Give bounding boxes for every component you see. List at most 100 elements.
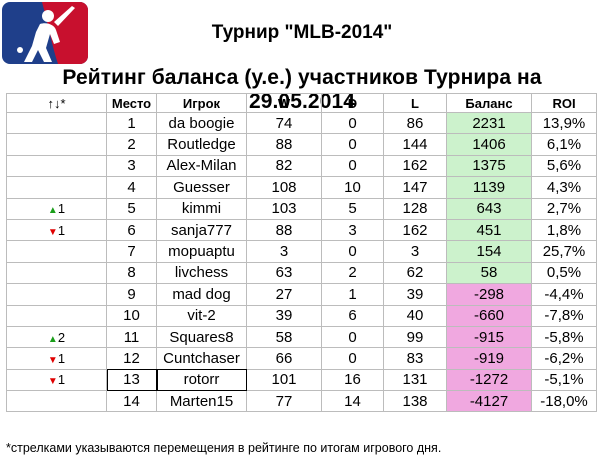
place-cell: 5 (106, 197, 157, 220)
player-cell: Routledge (156, 133, 247, 156)
balance-cell: 58 (446, 261, 532, 285)
losses-cell: 86 (383, 111, 447, 135)
roi-cell: -6,2% (531, 347, 597, 370)
draws-cell: 14 (321, 390, 384, 413)
draws-cell: 5 (321, 197, 384, 220)
movement-value: 1 (57, 222, 66, 238)
wins-cell: 66 (246, 347, 322, 370)
up-arrow-icon: ▲ (47, 205, 58, 217)
wins-cell: 3 (246, 240, 322, 263)
wins-cell: 27 (246, 283, 322, 306)
table-row: 9 mad dog 27 1 39 -298 -4,4% (6, 283, 597, 306)
place-cell: 13 (106, 368, 157, 392)
roi-cell: 6,1% (531, 133, 597, 156)
roi-cell: 2,7% (531, 197, 597, 220)
place-cell: 1 (106, 111, 157, 135)
down-arrow-icon: ▼ (47, 226, 58, 238)
wins-cell: 88 (246, 133, 322, 156)
draws-cell: 1 (321, 283, 384, 306)
wins-cell: 108 (246, 176, 322, 199)
movement-cell (6, 154, 107, 178)
roi-cell: 0,5% (531, 261, 597, 285)
movement-cell: ▼1 (6, 347, 107, 370)
column-header-w: W (246, 93, 322, 113)
movement-value: 1 (57, 201, 66, 217)
balance-cell: 2231 (446, 111, 532, 135)
player-cell: Cuntchaser (156, 347, 247, 370)
place-cell: 8 (106, 261, 157, 285)
place-cell: 12 (106, 347, 157, 370)
movement-cell: ▲1 (6, 197, 107, 220)
movement-cell (6, 390, 107, 413)
column-header-balance: Баланс (446, 93, 532, 113)
losses-cell: 39 (383, 283, 447, 306)
place-cell: 2 (106, 133, 157, 156)
roi-cell: -18,0% (531, 390, 597, 413)
balance-cell: -1272 (446, 368, 532, 392)
roi-cell: 13,9% (531, 111, 597, 135)
column-header-d: D (321, 93, 384, 113)
table-row: ▲1 5 kimmi 103 5 128 643 2,7% (6, 197, 597, 220)
player-cell: Alex-Milan (156, 154, 247, 178)
losses-cell: 162 (383, 154, 447, 178)
losses-cell: 40 (383, 304, 447, 327)
roi-cell: 4,3% (531, 176, 597, 199)
table-row: ▼1 12 Cuntchaser 66 0 83 -919 -6,2% (6, 347, 597, 370)
balance-cell: 643 (446, 197, 532, 220)
draws-cell: 10 (321, 176, 384, 199)
balance-cell: -915 (446, 325, 532, 349)
tournament-title: Турнир "MLB-2014" (211, 22, 393, 43)
movement-value: 1 (57, 372, 66, 388)
draws-cell: 6 (321, 304, 384, 327)
draws-cell: 2 (321, 261, 384, 285)
table-row: ▼1 6 sanja777 88 3 162 451 1,8% (6, 218, 597, 242)
place-cell: 11 (106, 325, 157, 349)
balance-cell: -4127 (446, 390, 532, 413)
movement-value: 2 (57, 329, 66, 345)
draws-cell: 0 (321, 325, 384, 349)
column-header-place: Место (106, 93, 157, 113)
movement-cell (6, 283, 107, 306)
player-cell: rotorr (156, 368, 247, 392)
roi-cell: 25,7% (531, 240, 597, 263)
losses-cell: 3 (383, 240, 447, 263)
wins-cell: 39 (246, 304, 322, 327)
draws-cell: 0 (321, 347, 384, 370)
player-cell: mopuaptu (156, 240, 247, 263)
table-row: 8 livchess 63 2 62 58 0,5% (6, 261, 597, 285)
player-cell: livchess (156, 261, 247, 285)
losses-cell: 147 (383, 176, 447, 199)
draws-cell: 0 (321, 154, 384, 178)
player-cell: Marten15 (156, 390, 247, 413)
losses-cell: 83 (383, 347, 447, 370)
column-header-player: Игрок (156, 93, 247, 113)
movement-cell (6, 261, 107, 285)
footnote: *стрелками указываются перемещения в рей… (6, 441, 442, 455)
column-header-l: L (383, 93, 447, 113)
movement-cell (6, 304, 107, 327)
movement-cell: ▼1 (6, 368, 107, 392)
movement-cell: ▲2 (6, 325, 107, 349)
wins-cell: 63 (246, 261, 322, 285)
balance-cell: -919 (446, 347, 532, 370)
balance-cell: 154 (446, 240, 532, 263)
place-cell: 10 (106, 304, 157, 327)
balance-cell: 1406 (446, 133, 532, 156)
down-arrow-icon: ▼ (47, 376, 58, 388)
table-row: 3 Alex-Milan 82 0 162 1375 5,6% (6, 154, 597, 178)
wins-cell: 74 (246, 111, 322, 135)
roi-cell: 5,6% (531, 154, 597, 178)
player-cell: mad dog (156, 283, 247, 306)
place-cell: 3 (106, 154, 157, 178)
place-cell: 9 (106, 283, 157, 306)
draws-cell: 0 (321, 240, 384, 263)
column-header-roi: ROI (531, 93, 597, 113)
table-header: ↑↓* Место Игрок W D L Баланс ROI (6, 93, 597, 113)
column-header-move: ↑↓* (6, 93, 107, 113)
place-cell: 14 (106, 390, 157, 413)
movement-cell (6, 176, 107, 199)
place-cell: 6 (106, 218, 157, 242)
movement-cell: ▼1 (6, 218, 107, 242)
movement-cell (6, 240, 107, 263)
down-arrow-icon: ▼ (47, 354, 58, 366)
